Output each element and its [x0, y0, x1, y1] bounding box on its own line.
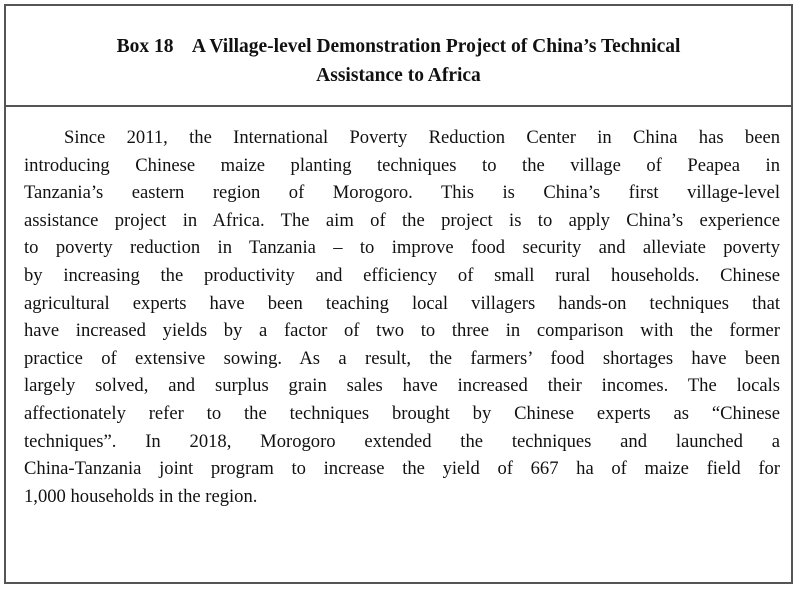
- paragraph-line: techniques”. In 2018, Morogoro extended …: [24, 430, 780, 452]
- box-body-paragraph: Since 2011, the International Poverty Re…: [24, 124, 780, 510]
- paragraph-line: assistance project in Africa. The aim of…: [24, 209, 780, 231]
- paragraph-line: 1,000 households in the region.: [24, 485, 258, 507]
- paragraph-line: agricultural experts have been teaching …: [24, 292, 780, 314]
- paragraph-line: have increased yields by a factor of two…: [24, 320, 780, 342]
- box-title-line-1: Box 18 A Village-level Demonstration Pro…: [116, 36, 681, 57]
- paragraph-line: Tanzania’s eastern region of Morogoro. T…: [24, 182, 780, 204]
- box-header: Box 18 A Village-level Demonstration Pro…: [6, 6, 791, 107]
- paragraph-line: largely solved, and surplus grain sales …: [24, 375, 780, 397]
- box-title-line-2: Assistance to Africa: [316, 65, 481, 86]
- paragraph-line: practice of extensive sowing. As a resul…: [24, 347, 780, 369]
- paragraph-line: by increasing the productivity and effic…: [24, 264, 780, 286]
- text-box: Box 18 A Village-level Demonstration Pro…: [4, 4, 793, 584]
- paragraph-line: to poverty reduction in Tanzania – to im…: [24, 237, 780, 259]
- paragraph-line: introducing Chinese maize planting techn…: [24, 154, 780, 176]
- paragraph-line: Since 2011, the International Poverty Re…: [64, 127, 780, 148]
- paragraph-line: China-Tanzania joint program to increase…: [24, 458, 780, 480]
- box-title: Box 18 A Village-level Demonstration Pro…: [6, 32, 791, 90]
- paragraph-line: affectionately refer to the techniques b…: [24, 402, 780, 424]
